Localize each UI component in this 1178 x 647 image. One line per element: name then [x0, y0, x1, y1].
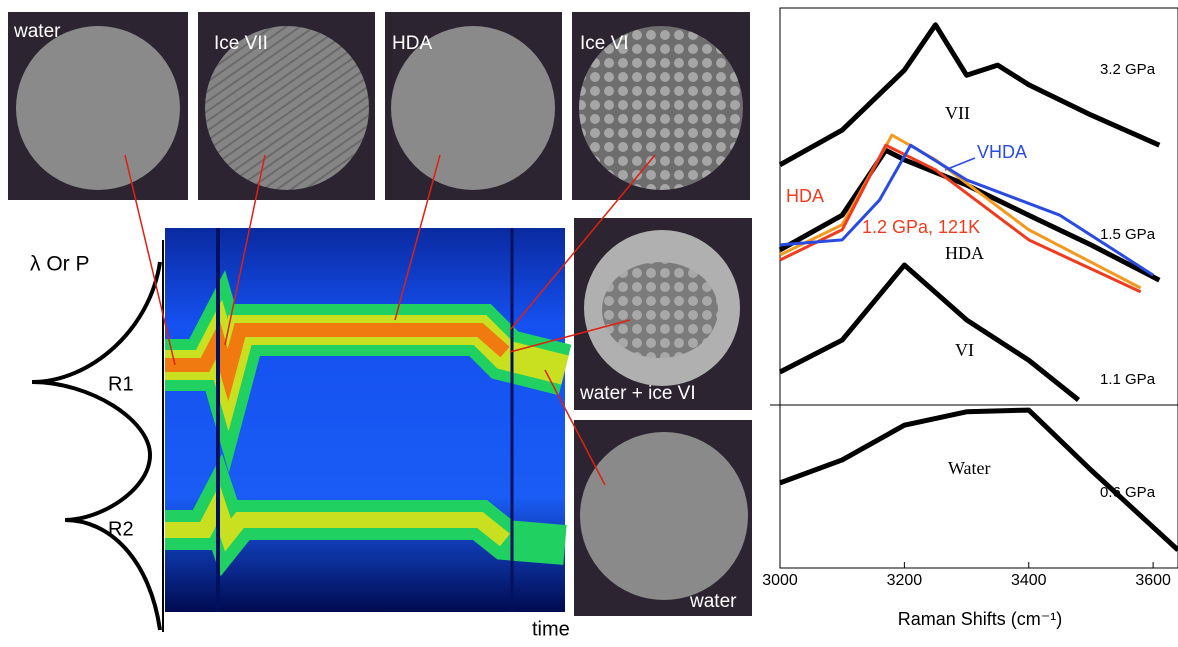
panel-water-ice-vi: water + ice VI	[574, 218, 752, 410]
axis-label: λ Or P	[30, 253, 90, 276]
spectrum	[779, 143, 1154, 277]
spectrum	[778, 262, 1081, 402]
curve-label: 1.2 GPa, 121K	[862, 217, 980, 237]
x-tick-label: 3400	[1011, 572, 1047, 589]
spectrum	[779, 407, 1178, 552]
x-tick-label: 3600	[1135, 572, 1171, 589]
axis-label: time	[532, 618, 570, 640]
spectrum	[779, 143, 1142, 294]
pressure-label: 3.2 GPa	[1100, 61, 1156, 78]
panel-label: water	[13, 21, 61, 42]
x-tick-label: 3000	[762, 572, 798, 589]
panel-label: water + ice VI	[579, 383, 696, 404]
curve-label: HDA	[786, 186, 824, 206]
profile: λ Or P R1 R2 time	[30, 240, 570, 640]
peak-label: R1	[108, 373, 134, 395]
pressure-label: 1.5 GPa	[1100, 226, 1156, 243]
x-axis-label: Raman Shifts (cm⁻¹)	[898, 609, 1063, 629]
raman-chart: Raman Shifts (cm⁻¹) 3000 3200 3400 3600 3.2 …	[762, 7, 1178, 629]
panel-label: HDA	[392, 33, 432, 54]
panel-label: Ice VII	[214, 33, 268, 54]
phase-label: VII	[945, 103, 970, 123]
panel-ice-vi: Ice VI	[572, 12, 750, 200]
connectors	[124, 154, 656, 486]
phase-label: VI	[955, 340, 974, 360]
panel-label: water	[689, 591, 737, 612]
panel-ice-vii: Ice VII	[198, 12, 375, 200]
x-tick-label: 3200	[887, 572, 923, 589]
panel-water: water	[8, 12, 188, 200]
phase-label: Water	[948, 458, 991, 478]
pressure-label: 0.6 GPa	[1100, 484, 1156, 501]
heatmap	[165, 228, 572, 612]
panel-hda: HDA	[385, 12, 562, 200]
pressure-label: 1.1 GPa	[1100, 371, 1156, 388]
phase-label: HDA	[945, 243, 984, 263]
panel-label: Ice VI	[580, 33, 629, 54]
curve-label: VHDA	[977, 142, 1027, 162]
spectrum	[778, 22, 1161, 167]
panel-water-2: water	[574, 420, 752, 616]
spectrum	[778, 147, 1161, 283]
peak-label: R2	[108, 518, 134, 540]
spectrum	[779, 133, 1142, 290]
